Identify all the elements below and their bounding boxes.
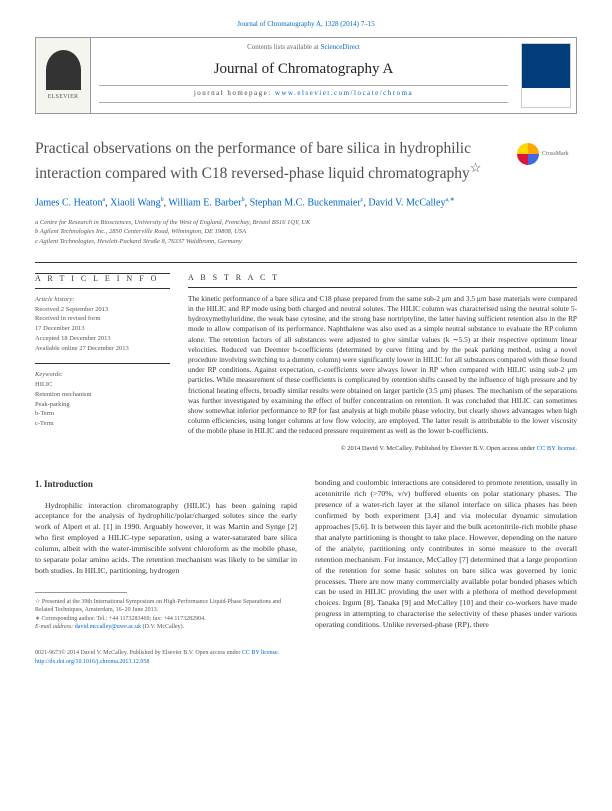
abstract-copyright: © 2014 David V. McCalley. Published by E…: [188, 445, 577, 454]
elsevier-label: ELSEVIER: [48, 93, 79, 101]
bottom-open-access: Open access under: [195, 650, 241, 656]
journal-cover-thumbnail: [521, 43, 571, 108]
email-footnote: E-mail address: david.mccalley@uwe.ac.uk…: [35, 623, 297, 631]
received-line: Received 2 September 2013: [35, 306, 108, 313]
crossmark-label: CrossMark: [542, 151, 569, 159]
intro-text-left: Hydrophilic interaction chromatography (…: [35, 501, 297, 577]
homepage-prefix: journal homepage:: [194, 89, 275, 97]
article-info-header: A R T I C L E I N F O: [35, 274, 170, 289]
email-label: E-mail address:: [35, 624, 73, 630]
author-link[interactable]: Xiaoli Wang: [110, 197, 160, 208]
doi-link[interactable]: http://dx.doi.org/10.1016/j.chroma.2013.…: [35, 659, 149, 665]
email-link[interactable]: david.mccalley@uwe.ac.uk: [75, 624, 141, 630]
left-column: 1. Introduction Hydrophilic interaction …: [35, 478, 297, 631]
journal-citation: Journal of Chromatography A, 1328 (2014)…: [35, 20, 577, 29]
corresponding-footnote: ∗ Corresponding author. Tel.: +44 117328…: [35, 615, 297, 623]
article-history: Article history: Received 2 September 20…: [35, 295, 170, 354]
affiliation-line: c Agilent Technologies, Hewlett-Packard …: [35, 237, 577, 247]
journal-header: ELSEVIER Contents lists available at Sci…: [35, 37, 577, 114]
author-link[interactable]: William E. Barber: [168, 197, 241, 208]
issn-copyright: 0021-9673© 2014 David V. McCalley. Publi…: [35, 650, 195, 656]
title-text: Practical observations on the performanc…: [35, 140, 471, 181]
accepted-line: Accepted 18 December 2013: [35, 335, 111, 342]
keyword: HILIC: [35, 381, 52, 388]
crossmark-badge[interactable]: CrossMark: [517, 139, 577, 169]
right-column: bonding and coulombic interactions are c…: [315, 478, 577, 631]
online-line: Available online 27 December 2013: [35, 345, 129, 352]
homepage-link[interactable]: www.elsevier.com/locate/chroma: [275, 89, 413, 97]
crossmark-icon: [517, 143, 539, 165]
author-sup: a: [103, 197, 106, 203]
abstract-column: A B S T R A C T The kinetic performance …: [188, 273, 577, 453]
title-footnote-marker: ☆: [470, 160, 482, 175]
intro-text-right: bonding and coulombic interactions are c…: [315, 478, 577, 631]
contents-list-line: Contents lists available at ScienceDirec…: [99, 43, 508, 52]
author-sup: b: [242, 197, 245, 203]
intro-heading: 1. Introduction: [35, 478, 297, 490]
bottom-meta: 0021-9673© 2014 David V. McCalley. Publi…: [35, 649, 577, 666]
elsevier-logo: ELSEVIER: [36, 38, 91, 113]
journal-name: Journal of Chromatography A: [99, 59, 508, 79]
keyword: c-Term: [35, 420, 54, 427]
revised-date: 17 December 2013: [35, 325, 84, 332]
copyright-text: © 2014 David V. McCalley. Published by E…: [341, 445, 487, 452]
authors-line: James C. Heatona, Xiaoli Wangb, William …: [35, 196, 577, 210]
email-suffix: (D.V. McCalley).: [143, 624, 185, 630]
history-label: Article history:: [35, 296, 75, 303]
author-sup: b: [161, 197, 164, 203]
author-link[interactable]: David V. McCalley: [368, 197, 445, 208]
sciencedirect-link[interactable]: ScienceDirect: [321, 43, 360, 51]
keywords-label: Keywords:: [35, 371, 63, 378]
keyword: Peak-parking: [35, 401, 70, 408]
footnote-separator: [35, 592, 127, 593]
author-sup: c: [361, 197, 364, 203]
license-link[interactable]: CC BY license.: [537, 445, 577, 452]
affiliation-line: b Agilent Technologies Inc., 2850 Center…: [35, 227, 577, 237]
body-columns: 1. Introduction Hydrophilic interaction …: [35, 478, 577, 631]
article-title: Practical observations on the performanc…: [35, 139, 577, 183]
affiliation-line: a Centre for Research in Biosciences, Un…: [35, 218, 577, 228]
contents-prefix: Contents lists available at: [247, 43, 321, 51]
open-access-text: Open access under: [486, 445, 536, 452]
homepage-line: journal homepage: www.elsevier.com/locat…: [99, 85, 508, 102]
header-center: Contents lists available at ScienceDirec…: [91, 38, 516, 113]
affiliations: a Centre for Research in Biosciences, Un…: [35, 218, 577, 247]
article-info-sidebar: A R T I C L E I N F O Article history: R…: [35, 273, 170, 453]
abstract-text: The kinetic performance of a bare silica…: [188, 294, 577, 437]
author-link[interactable]: Stephan M.C. Buckenmaier: [250, 197, 361, 208]
elsevier-tree-icon: [46, 50, 81, 90]
revised-line: Received in revised form: [35, 315, 101, 322]
author-link[interactable]: James C. Heaton: [35, 197, 103, 208]
presentation-footnote: ☆ Presented at the 39th International Sy…: [35, 598, 297, 615]
keyword: Retention mechanism: [35, 391, 92, 398]
keywords-block: Keywords: HILIC Retention mechanism Peak…: [35, 370, 170, 429]
abstract-header: A B S T R A C T: [188, 273, 577, 288]
bottom-license-link[interactable]: CC BY license.: [242, 650, 279, 656]
info-abstract-row: A R T I C L E I N F O Article history: R…: [35, 262, 577, 453]
keyword: b-Term: [35, 410, 54, 417]
author-sup: a,∗: [445, 197, 454, 203]
